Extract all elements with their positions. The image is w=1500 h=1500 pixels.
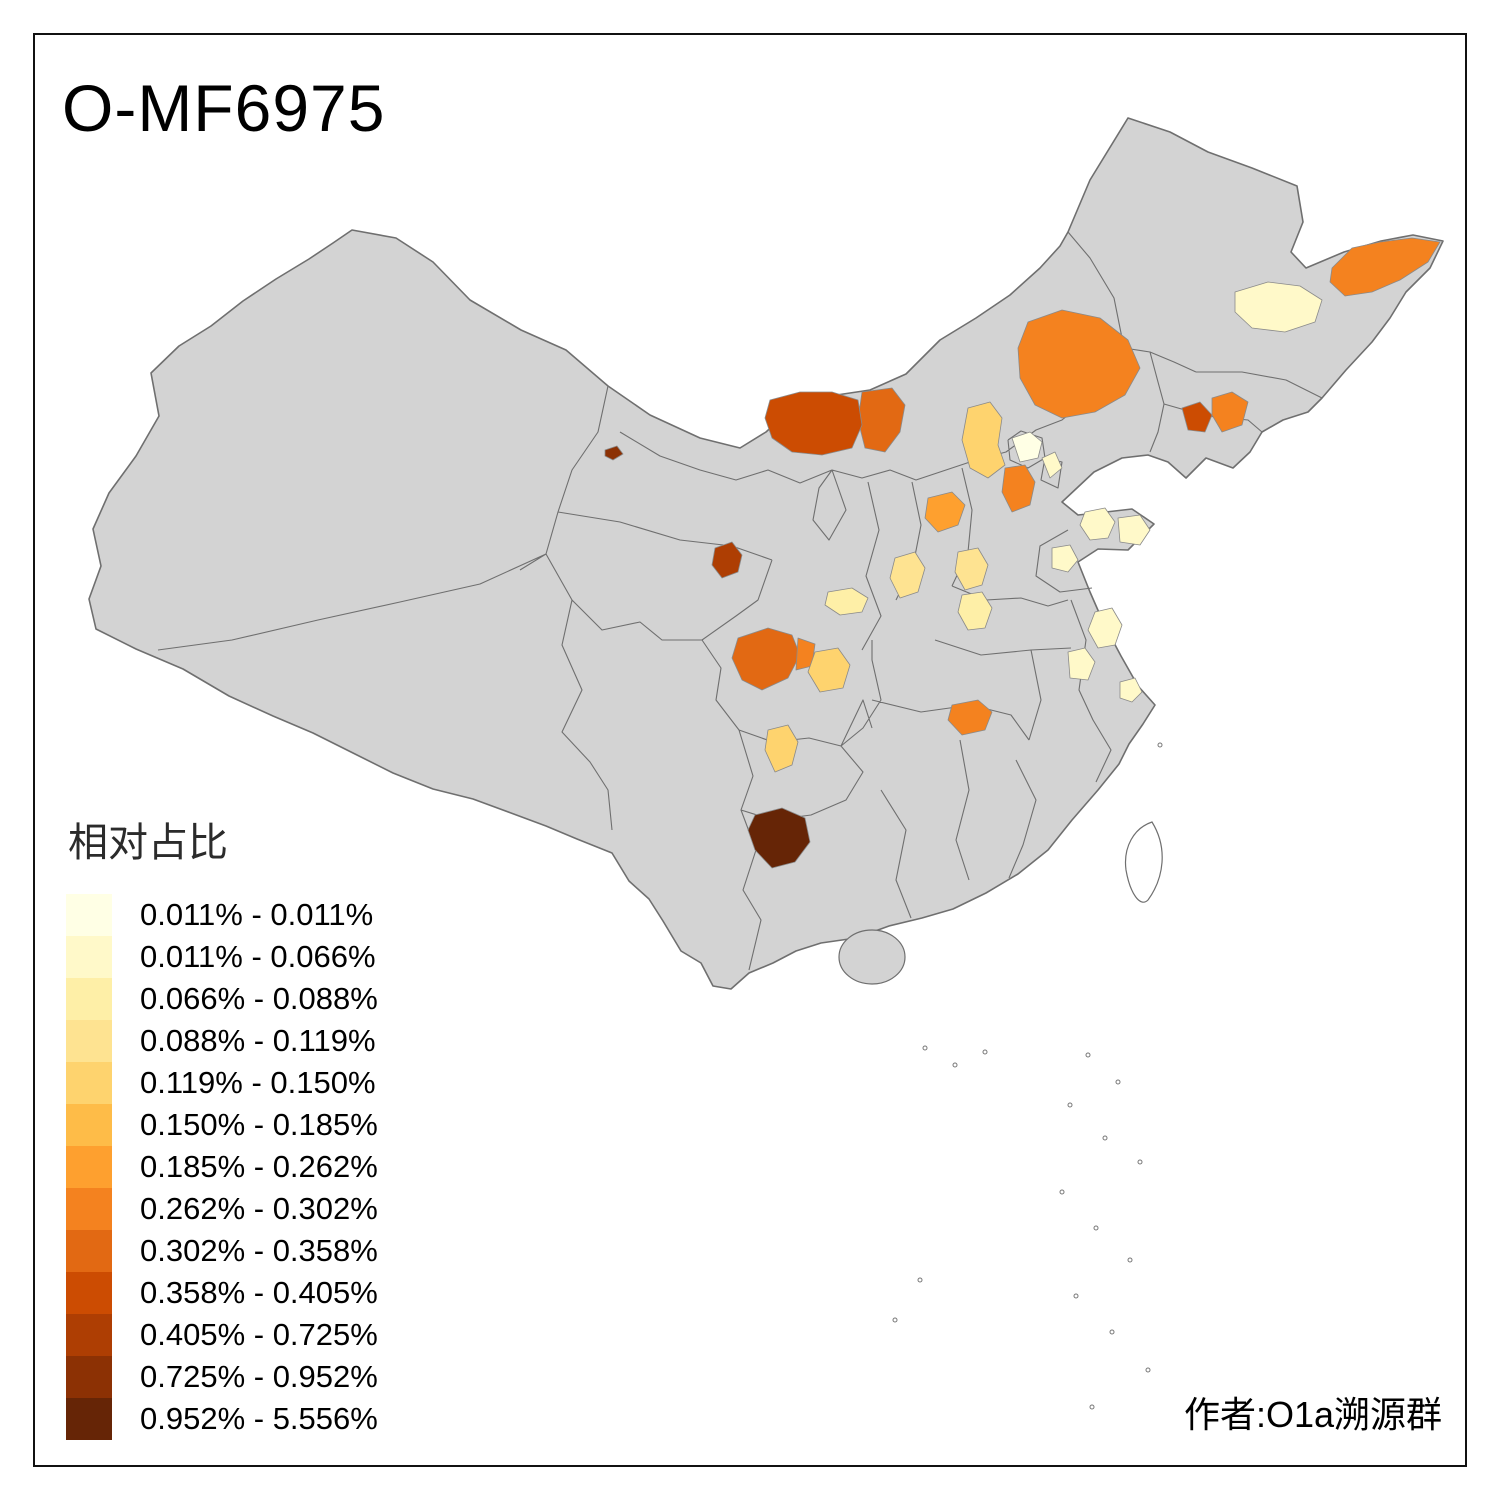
colored-region	[747, 807, 811, 869]
legend-row: 0.011% - 0.011%	[66, 894, 378, 936]
hainan-island	[838, 929, 906, 985]
legend-swatch	[66, 1104, 112, 1146]
colored-region	[957, 591, 993, 631]
colored-region	[961, 401, 1006, 479]
legend-row: 0.405% - 0.725%	[66, 1314, 378, 1356]
legend-swatch	[66, 1356, 112, 1398]
colored-region	[1234, 281, 1323, 333]
legend-label: 0.119% - 0.150%	[140, 1065, 376, 1100]
legend-row: 0.302% - 0.358%	[66, 1230, 378, 1272]
colored-region	[1087, 607, 1123, 649]
legend-label: 0.952% - 5.556%	[140, 1401, 378, 1436]
attribution-text: 作者:O1a溯源群	[1183, 1394, 1442, 1435]
legend-row: 0.066% - 0.088%	[66, 978, 378, 1020]
colored-region	[1211, 391, 1249, 433]
legend-label: 0.011% - 0.066%	[140, 939, 376, 974]
legend-swatch	[66, 1272, 112, 1314]
colored-region	[1117, 514, 1151, 546]
colored-region	[764, 724, 799, 773]
legend-row: 0.952% - 5.556%	[66, 1398, 378, 1440]
legend-label: 0.725% - 0.952%	[140, 1359, 378, 1394]
colored-region	[924, 491, 966, 533]
legend-title: 相对占比	[68, 821, 228, 865]
legend-swatch	[66, 1146, 112, 1188]
legend-swatch	[66, 1020, 112, 1062]
legend-row: 0.725% - 0.952%	[66, 1356, 378, 1398]
colored-region	[954, 547, 989, 591]
colored-region	[1051, 544, 1079, 573]
legend-row: 0.150% - 0.185%	[66, 1104, 378, 1146]
legend-swatch	[66, 1398, 112, 1440]
colored-region	[1079, 507, 1116, 541]
legend-swatch	[66, 1062, 112, 1104]
legend-swatch	[66, 1314, 112, 1356]
colored-region	[1001, 464, 1036, 513]
legend-row: 0.011% - 0.066%	[66, 936, 378, 978]
taiwan-island	[1124, 821, 1163, 903]
colored-region	[807, 647, 851, 693]
colored-region	[1067, 647, 1096, 681]
south-china-sea-islands	[892, 742, 1163, 1410]
legend-rows: 0.011% - 0.011% 0.011% - 0.066% 0.066% -…	[66, 894, 378, 1440]
legend-label: 0.185% - 0.262%	[140, 1149, 378, 1184]
legend-row: 0.358% - 0.405%	[66, 1272, 378, 1314]
legend-label: 0.150% - 0.185%	[140, 1107, 378, 1142]
colored-region	[1041, 451, 1063, 479]
legend-row: 0.088% - 0.119%	[66, 1020, 378, 1062]
legend-swatch	[66, 1188, 112, 1230]
legend-label: 0.405% - 0.725%	[140, 1317, 378, 1352]
legend-swatch	[66, 894, 112, 936]
legend-row: 0.262% - 0.302%	[66, 1188, 378, 1230]
legend-label: 0.262% - 0.302%	[140, 1191, 378, 1226]
colored-region	[1119, 677, 1143, 703]
colored-region	[1011, 431, 1043, 463]
legend-swatch	[66, 1230, 112, 1272]
colored-region	[1181, 401, 1213, 433]
colored-region	[889, 551, 926, 599]
legend-label: 0.011% - 0.011%	[140, 897, 374, 932]
colored-region	[1017, 309, 1141, 419]
colored-region	[824, 587, 869, 616]
colored-region	[947, 699, 993, 736]
legend-row: 0.119% - 0.150%	[66, 1062, 378, 1104]
choropleth-regions	[604, 237, 1441, 869]
legend-label: 0.358% - 0.405%	[140, 1275, 378, 1310]
legend-swatch	[66, 978, 112, 1020]
legend: 相对占比 0.011% - 0.011% 0.011% - 0.066% 0.0…	[66, 810, 378, 1440]
legend-row: 0.185% - 0.262%	[66, 1146, 378, 1188]
colored-region	[731, 627, 801, 691]
legend-label: 0.088% - 0.119%	[140, 1023, 376, 1058]
colored-region	[1329, 237, 1441, 297]
chart-title: O-MF6975	[62, 71, 386, 145]
legend-label: 0.066% - 0.088%	[140, 981, 378, 1016]
colored-region	[764, 391, 863, 456]
colored-region	[711, 541, 743, 579]
legend-swatch	[66, 936, 112, 978]
colored-region	[604, 445, 624, 461]
legend-label: 0.302% - 0.358%	[140, 1233, 378, 1268]
